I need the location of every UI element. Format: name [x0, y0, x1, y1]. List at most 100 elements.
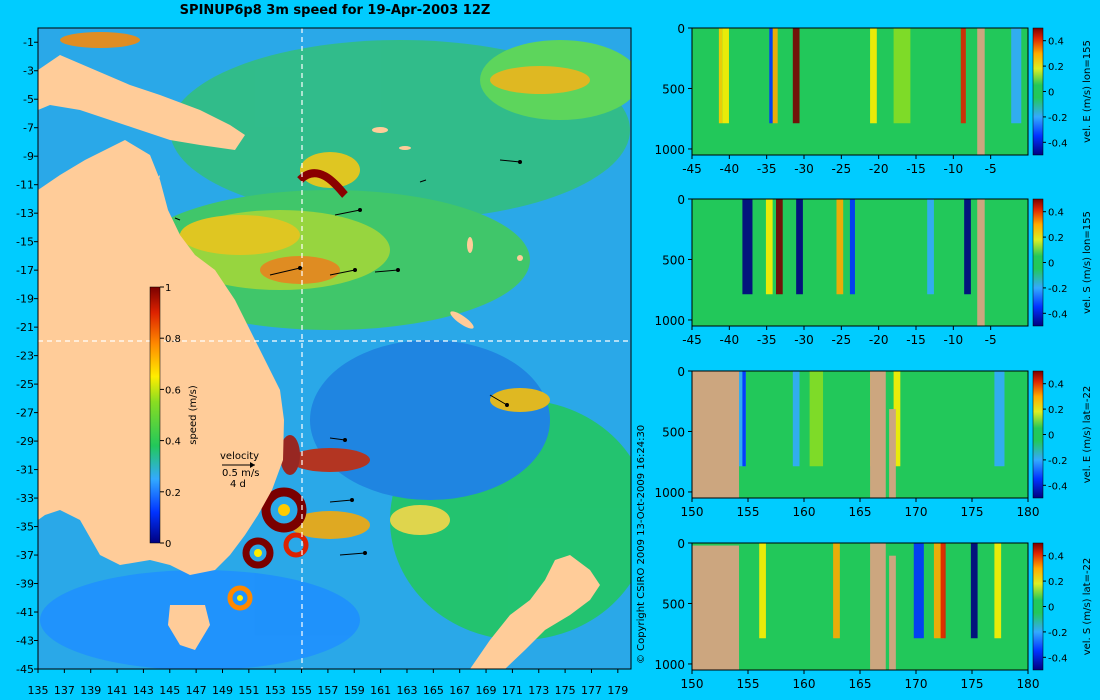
map-x-ticks: 135 137 139 141 143 145 147 149 151 153 155 157 159 1…: [28, 669, 628, 697]
map-y-tick-label: -1: [23, 36, 34, 49]
speed-colorbar-tick-label: 0.8: [165, 334, 181, 345]
map-y-ticks: -1 -3 -5 -7 -9 -11 -13 -15 -17 -19 -21 -23 -25 -27 -29…: [16, 36, 38, 676]
map-y-tick-label: -33: [16, 492, 34, 505]
map-x-tick-label: 161: [370, 684, 391, 697]
section-x-tick-label: -40: [720, 333, 740, 347]
section-band: [893, 371, 901, 467]
map-y-tick-label: -3: [23, 65, 34, 78]
section-band: [772, 28, 778, 124]
section-x-tick-label: 160: [793, 677, 816, 691]
map-x-tick-label: 147: [186, 684, 207, 697]
section-land: [692, 371, 740, 498]
section-x-tick-label: -35: [757, 333, 777, 347]
map-x-tick-label: 173: [528, 684, 549, 697]
section-band: [759, 543, 766, 639]
map-x-tick-label: 167: [449, 684, 470, 697]
section-x-tick-label: 170: [905, 677, 928, 691]
section-colorbar-tick-label: -0.4: [1048, 138, 1068, 149]
velocity-key-scale: 0.5 m/s: [222, 468, 259, 479]
map-plot: [38, 28, 631, 669]
section-band: [792, 28, 800, 124]
section-land: [977, 199, 985, 326]
section-y-tick-label: 1000: [654, 486, 685, 500]
section-x-tick-label: -15: [906, 333, 926, 347]
map-x-tick-label: 153: [265, 684, 286, 697]
section-x-tick-label: 170: [905, 505, 928, 519]
section-colorbar-tick-label: 0.2: [1048, 405, 1064, 416]
section-y-tick-label: 500: [662, 82, 685, 96]
speed-colorbar-label: speed (m/s): [188, 385, 199, 445]
map-x-tick-label: 159: [344, 684, 365, 697]
section-colorbar-tick-label: 0: [1048, 259, 1054, 270]
section-land: [692, 545, 740, 670]
section-y-tick-label: 500: [662, 597, 685, 611]
map-y-tick-label: -29: [16, 435, 34, 448]
map-x-tick-label: 169: [476, 684, 497, 697]
section-y-tick-label: 1000: [654, 314, 685, 328]
map-y-tick-label: -19: [16, 293, 34, 306]
section-colorbar-tick-label: 0.4: [1048, 208, 1064, 219]
section-band: [765, 199, 773, 295]
section-colorbar-tick-label: -0.2: [1048, 113, 1068, 124]
section-band: [994, 371, 1005, 467]
speed-colorbar-tick-label: 0.4: [165, 437, 181, 448]
section-colorbar-tick-label: -0.4: [1048, 309, 1068, 320]
section-colorbar-tick-label: 0.4: [1048, 552, 1064, 563]
map-x-tick-label: 157: [317, 684, 338, 697]
section-colorbar-label: vel. S (m/s) lat=-22: [1082, 558, 1093, 656]
islands: [372, 127, 523, 329]
velocity-key-duration: 4 d: [230, 479, 246, 490]
section-band: [849, 199, 855, 295]
map-x-tick-label: 163: [396, 684, 417, 697]
map-y-tick-label: -21: [16, 321, 34, 334]
section-panel-3: 150 155 160 165 170 175 180 0 500 1000 0.4 0.2 0 -0.2…: [654, 365, 1093, 519]
section-colorbar-tick-label: 0: [1048, 603, 1054, 614]
map-y-tick-label: -9: [23, 150, 34, 163]
map-x-tick-label: 165: [423, 684, 444, 697]
section-colorbar-tick-label: 0.2: [1048, 233, 1064, 244]
map-x-tick-label: 135: [28, 684, 49, 697]
section-land: [889, 555, 896, 670]
section-panels: -45 -40 -35 -30 -25 -20 -15 -10 -5 0 500 1000 0.4 0.2…: [654, 22, 1093, 691]
section-field: [692, 543, 1028, 670]
speed-colorbar-tick-label: 1: [165, 283, 171, 294]
section-band: [994, 543, 1002, 639]
section-x-tick-label: -40: [720, 162, 740, 176]
map-y-tick-label: -31: [16, 464, 34, 477]
section-x-tick-label: -25: [832, 333, 852, 347]
speed-colorbar-tick-label: 0.2: [165, 488, 181, 499]
section-colorbar-tick-label: 0: [1048, 431, 1054, 442]
section-field: [692, 371, 1028, 498]
section-x-tick-label: 175: [961, 505, 984, 519]
section-band: [735, 371, 746, 467]
section-x-tick-label: 150: [681, 505, 704, 519]
map-y-tick-label: -17: [16, 264, 34, 277]
section-colorbar-tick-label: 0.2: [1048, 62, 1064, 73]
map-y-tick-label: -25: [16, 378, 34, 391]
map-y-tick-label: -35: [16, 521, 34, 534]
section-band: [893, 28, 911, 124]
section-band: [796, 199, 803, 295]
section-x-tick-label: 155: [737, 677, 760, 691]
speed-colorbar: [149, 286, 161, 544]
section-band: [776, 199, 783, 295]
section-band: [970, 543, 978, 639]
section-x-tick-label: -25: [832, 162, 852, 176]
copyright-text: © Copyright CSIRO 2009 13-Oct-2009 16:24…: [636, 425, 647, 664]
map-x-tick-label: 141: [107, 684, 128, 697]
section-field: [692, 28, 1028, 155]
section-y-tick-label: 1000: [654, 658, 685, 672]
section-band: [964, 199, 971, 295]
map-y-tick-label: -23: [16, 350, 34, 363]
section-x-tick-label: 180: [1017, 505, 1040, 519]
section-band: [870, 28, 877, 124]
section-x-tick-label: 160: [793, 505, 816, 519]
section-x-tick-label: -5: [985, 333, 997, 347]
map-x-tick-label: 155: [291, 684, 312, 697]
section-colorbar-tick-label: -0.4: [1048, 653, 1068, 664]
section-panel-4: 150 155 160 165 170 175 180 0 500 1000 0.4 0.2 0 -0.2…: [654, 537, 1093, 691]
section-band: [718, 28, 723, 124]
speed-colorbar-tick-label: 0: [165, 539, 171, 550]
section-y-tick-label: 0: [677, 537, 685, 551]
section-colorbar-tick-label: -0.2: [1048, 628, 1068, 639]
